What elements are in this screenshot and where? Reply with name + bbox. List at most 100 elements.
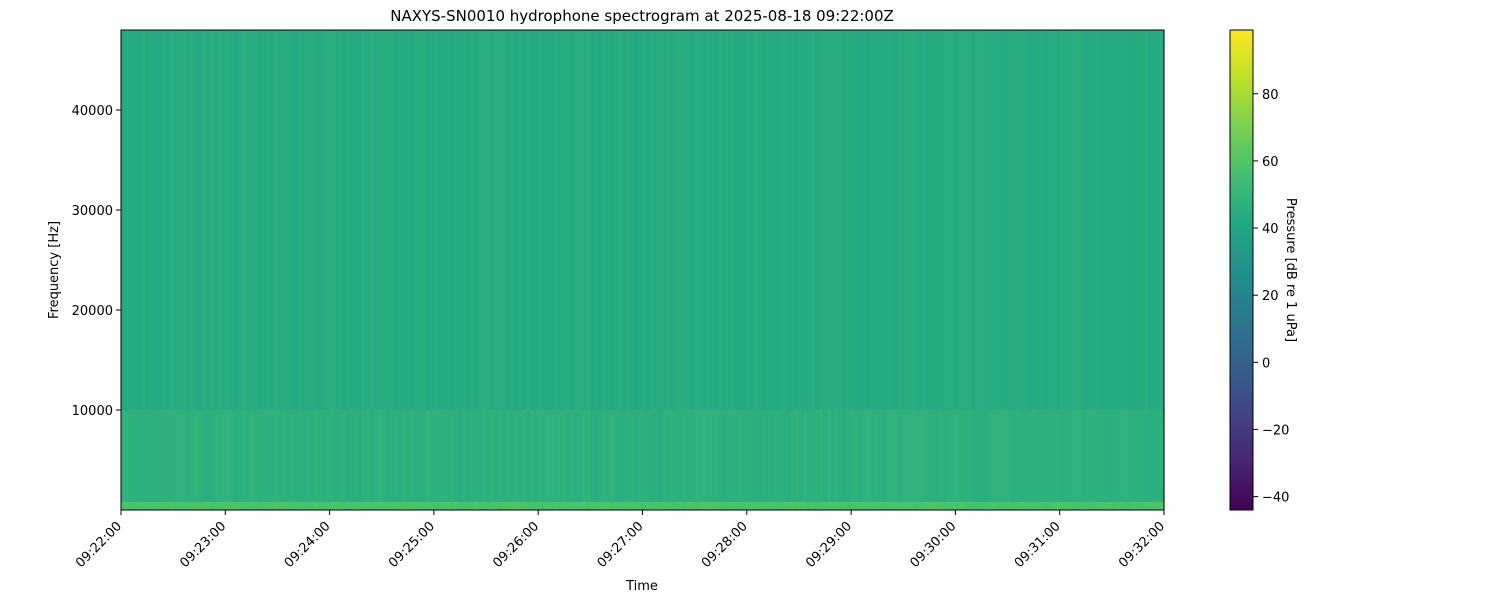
heatmap-cell <box>189 410 194 502</box>
heatmap-cell <box>774 502 780 510</box>
heatmap-cell <box>181 502 186 510</box>
heatmap-cell <box>919 502 924 510</box>
heatmap-cell <box>722 502 728 510</box>
heatmap-cell <box>871 410 876 502</box>
heatmap-cell <box>1015 410 1021 502</box>
heatmap-cell <box>221 502 226 510</box>
heatmap-cell <box>502 410 507 502</box>
heatmap-cell <box>221 410 226 502</box>
heatmap-cell <box>867 410 872 502</box>
heatmap-cell <box>249 410 254 502</box>
heatmap-cell <box>706 502 712 510</box>
heatmap-cell <box>682 410 688 502</box>
heatmap-cell <box>574 502 579 510</box>
heatmap-cell <box>309 410 315 502</box>
heatmap-cell <box>714 30 720 410</box>
heatmap-cell <box>718 410 724 502</box>
heatmap-cell <box>369 502 375 510</box>
heatmap-cell <box>297 30 303 410</box>
y-tick-label: 10000 <box>72 404 113 419</box>
heatmap-cell <box>137 30 142 410</box>
heatmap-cell <box>153 502 158 510</box>
heatmap-cell <box>273 410 279 502</box>
heatmap-cell <box>385 30 391 410</box>
heatmap-cell <box>1095 30 1101 410</box>
heatmap-cell <box>722 410 728 502</box>
heatmap-cell <box>345 30 351 410</box>
heatmap-cell <box>209 30 214 410</box>
heatmap-cell <box>875 30 880 410</box>
heatmap-cell <box>1087 502 1093 510</box>
heatmap-cell <box>1151 502 1157 510</box>
heatmap-cell <box>526 502 531 510</box>
heatmap-cell <box>365 502 371 510</box>
heatmap-cell <box>289 502 295 510</box>
heatmap-cell <box>831 30 836 410</box>
heatmap-cell <box>991 410 997 502</box>
heatmap-cell <box>674 502 680 510</box>
heatmap-cell <box>345 502 351 510</box>
heatmap-cell <box>305 410 311 502</box>
heatmap-cell <box>887 30 892 410</box>
heatmap-cell <box>730 30 736 410</box>
heatmap-cell <box>935 30 940 410</box>
heatmap-cell <box>506 30 511 410</box>
heatmap-cell <box>261 410 267 502</box>
heatmap-cell <box>1107 30 1113 410</box>
heatmap-cell <box>1107 502 1113 510</box>
heatmap-cell <box>173 502 178 510</box>
heatmap-cell <box>1059 502 1065 510</box>
heatmap-cell <box>742 410 748 502</box>
heatmap-cell <box>245 502 250 510</box>
heatmap-cell <box>534 410 539 502</box>
heatmap-cell <box>1043 30 1049 410</box>
heatmap-cell <box>947 502 952 510</box>
heatmap-cell <box>457 502 463 510</box>
heatmap-cell <box>626 502 632 510</box>
heatmap-cell <box>827 30 832 410</box>
heatmap-cell <box>706 30 712 410</box>
heatmap-cell <box>353 30 359 410</box>
heatmap-cell <box>470 502 475 510</box>
heatmap-cell <box>726 410 732 502</box>
heatmap-cell <box>1047 410 1053 502</box>
heatmap-cell <box>409 410 415 502</box>
heatmap-cell <box>879 502 884 510</box>
heatmap-cell <box>658 502 664 510</box>
heatmap-cell <box>1015 502 1021 510</box>
heatmap-cell <box>309 502 315 510</box>
heatmap-cell <box>253 30 258 410</box>
heatmap-cell <box>586 502 591 510</box>
x-axis: 09:22:00 09:23:00 09:24:00 09:25:00 09:26:00… <box>73 510 1168 571</box>
heatmap-cell <box>827 410 832 502</box>
heatmap-cell <box>185 410 190 502</box>
heatmap-cell <box>702 502 708 510</box>
heatmap-cell <box>449 410 455 502</box>
heatmap-cell <box>1155 502 1161 510</box>
heatmap-cell <box>265 30 271 410</box>
heatmap-cell <box>646 502 652 510</box>
heatmap-cell <box>774 410 780 502</box>
heatmap-cell <box>1131 502 1137 510</box>
heatmap-cell <box>241 30 246 410</box>
heatmap-cell <box>638 410 644 502</box>
heatmap-cell <box>153 410 158 502</box>
heatmap-cell <box>702 30 708 410</box>
heatmap-cell <box>662 30 668 410</box>
heatmap-cell <box>401 410 407 502</box>
heatmap-cell <box>1003 30 1009 410</box>
heatmap-cell <box>281 410 287 502</box>
heatmap-cell <box>630 502 636 510</box>
heatmap-cell <box>333 30 339 410</box>
heatmap-cell <box>979 30 985 410</box>
heatmap-cell <box>923 410 928 502</box>
heatmap-cell <box>209 410 214 502</box>
heatmap-cell <box>762 30 768 410</box>
heatmap-cell <box>1019 30 1025 410</box>
heatmap-cell <box>903 410 908 502</box>
heatmap-cell <box>293 30 299 410</box>
x-tick-label: 09:23:00 <box>177 519 229 571</box>
heatmap-cell <box>329 410 335 502</box>
heatmap-cell <box>678 502 684 510</box>
heatmap-cell <box>903 502 908 510</box>
